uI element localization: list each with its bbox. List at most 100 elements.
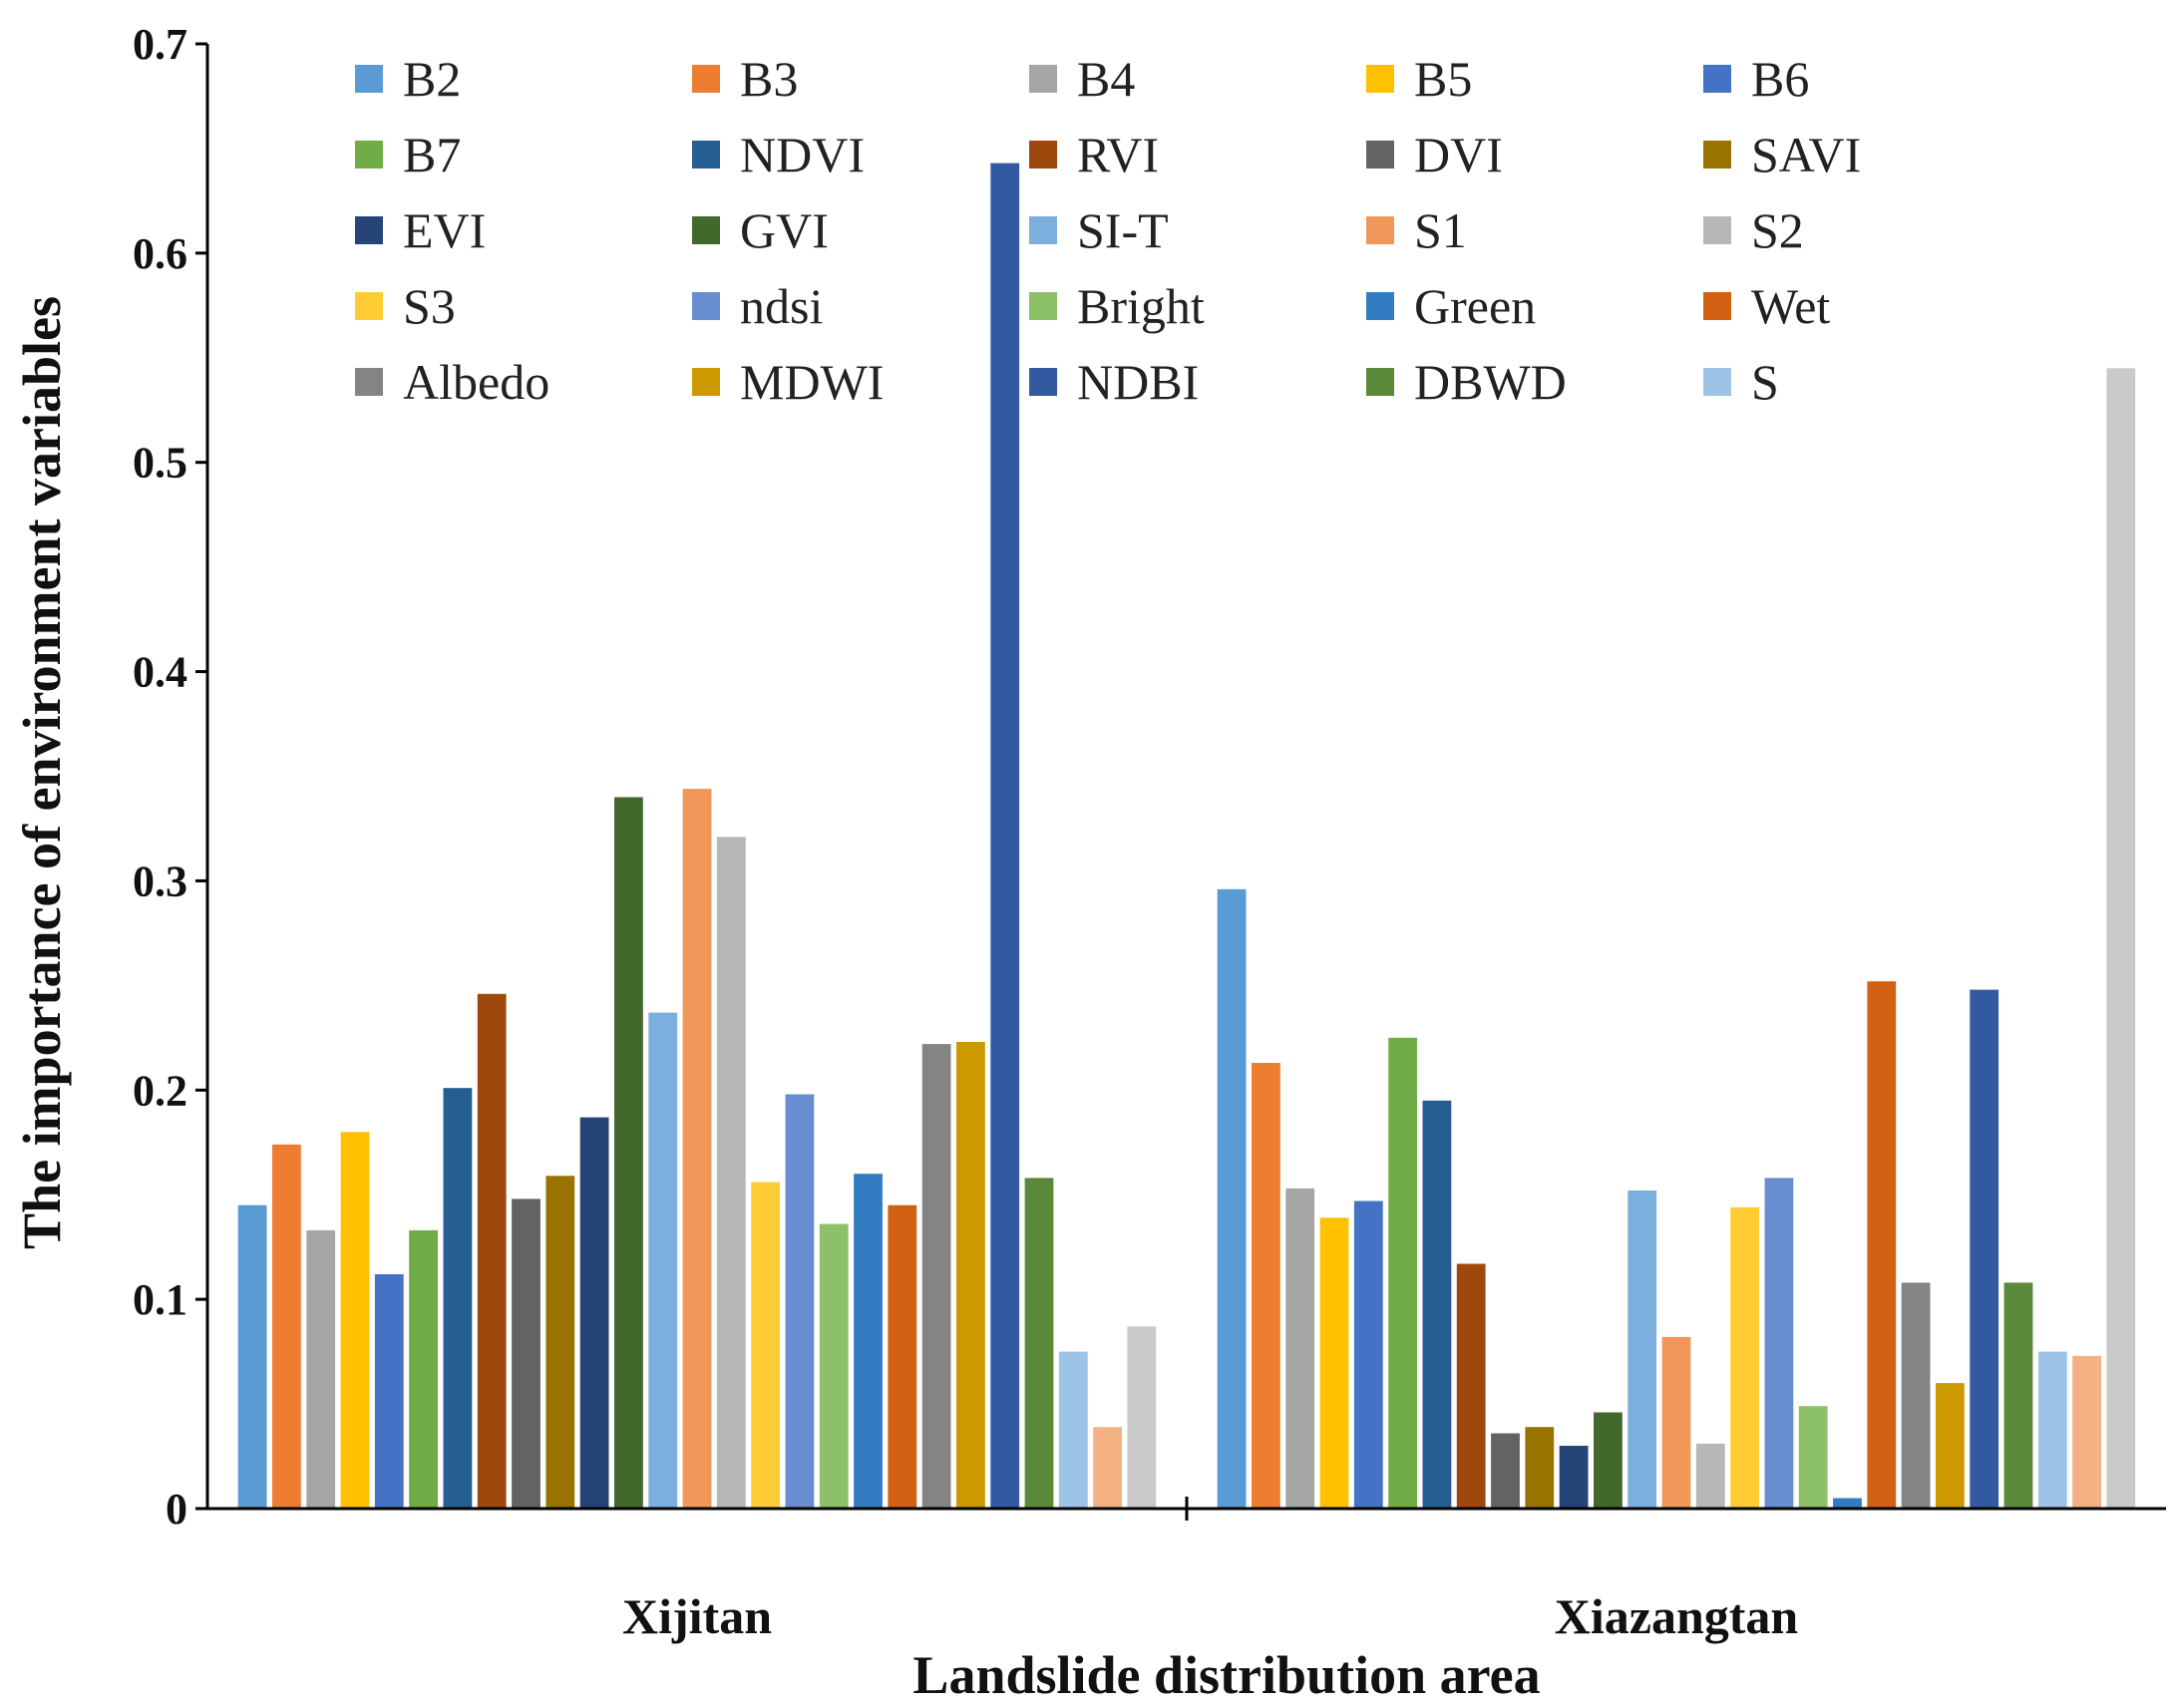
x-tick-label: Xiazangtan <box>1555 1588 1799 1644</box>
legend-label-b2: B2 <box>403 51 461 107</box>
legend: B2 B3 B4 B5 B6 B7 NDVI RVI DVI SAVI EVI GVI SI-T S1 S2… <box>355 51 1861 410</box>
y-tick-label: 0.3 <box>133 856 187 905</box>
legend-swatch-ndvi <box>692 141 720 169</box>
bar-evi-xiazangtan <box>1559 1446 1589 1509</box>
bar-s3-xijitan <box>751 1182 780 1509</box>
legend-label-gvi: GVI <box>740 202 829 258</box>
bar-s2-xijitan <box>716 837 746 1509</box>
axes-layer: 0 0.1 0.2 0.3 0.4 0.5 0.6 0.7 Xijitan Xiazangtan <box>133 20 2166 1644</box>
bar-series-26-xiazangtan <box>2072 1355 2101 1509</box>
legend-label-bright: Bright <box>1077 278 1205 334</box>
legend-label-si-t: SI-T <box>1077 202 1169 258</box>
legend-swatch-b4 <box>1029 65 1057 93</box>
legend-swatch-green <box>1366 292 1394 320</box>
legend-swatch-savi <box>1703 141 1731 169</box>
bar-b4-xiazangtan <box>1285 1188 1315 1509</box>
legend-label-b5: B5 <box>1414 51 1472 107</box>
legend-label-b7: B7 <box>403 127 461 182</box>
y-tick-label: 0.7 <box>133 20 187 69</box>
y-tick-label: 0 <box>166 1485 187 1534</box>
bars-layer <box>237 163 2136 1510</box>
bar-wet-xiazangtan <box>1867 981 1897 1509</box>
legend-label-b6: B6 <box>1751 51 1809 107</box>
legend-label-b3: B3 <box>740 51 798 107</box>
bar-s3-xiazangtan <box>1730 1206 1759 1509</box>
bar-si-t-xijitan <box>648 1012 678 1509</box>
bar-b3-xiazangtan <box>1252 1063 1280 1509</box>
legend-swatch-b5 <box>1366 65 1394 93</box>
bar-evi-xijitan <box>579 1117 609 1509</box>
legend-swatch-b2 <box>355 65 383 93</box>
y-tick-label: 0.5 <box>133 439 187 488</box>
legend-label-dvi: DVI <box>1414 127 1503 182</box>
bar-dvi-xijitan <box>512 1198 541 1509</box>
bar-ndbi-xijitan <box>990 163 1020 1510</box>
bar-b7-xiazangtan <box>1388 1037 1417 1509</box>
bar-b5-xiazangtan <box>1319 1217 1349 1509</box>
legend-swatch-gvi <box>692 216 720 244</box>
legend-label-ndvi: NDVI <box>740 127 865 182</box>
bar-mdwi-xijitan <box>956 1042 985 1509</box>
bar-s-xiazangtan <box>2037 1351 2067 1509</box>
legend-label-ndsi: ndsi <box>740 278 823 334</box>
legend-label-s: S <box>1751 354 1779 410</box>
bar-gvi-xijitan <box>614 797 643 1509</box>
legend-swatch-s <box>1703 368 1731 396</box>
legend-swatch-mdwi <box>692 368 720 396</box>
bar-green-xiazangtan <box>1833 1498 1862 1509</box>
bar-series-27-xiazangtan <box>2106 368 2136 1509</box>
y-tick-label: 0.1 <box>133 1275 187 1324</box>
legend-label-evi: EVI <box>403 202 486 258</box>
legend-label-ndbi: NDBI <box>1077 354 1199 410</box>
bar-green-xijitan <box>854 1174 883 1509</box>
legend-swatch-evi <box>355 216 383 244</box>
bar-gvi-xiazangtan <box>1594 1412 1623 1509</box>
legend-swatch-b6 <box>1703 65 1731 93</box>
legend-label-s2: S2 <box>1751 202 1804 258</box>
bar-dbwd-xiazangtan <box>2003 1282 2033 1509</box>
legend-label-dbwd: DBWD <box>1414 354 1567 410</box>
legend-swatch-rvi <box>1029 141 1057 169</box>
bar-s2-xiazangtan <box>1695 1443 1725 1509</box>
bar-albedo-xijitan <box>921 1044 951 1509</box>
bar-ndvi-xijitan <box>443 1088 473 1509</box>
y-tick-label: 0.2 <box>133 1066 187 1115</box>
y-axis-title: The importance of environment variables <box>12 296 72 1249</box>
bar-wet-xijitan <box>888 1204 917 1509</box>
legend-label-albedo: Albedo <box>403 354 549 410</box>
bar-savi-xiazangtan <box>1525 1427 1555 1509</box>
bar-b2-xijitan <box>237 1204 267 1509</box>
bar-savi-xijitan <box>545 1176 575 1509</box>
bar-bright-xiazangtan <box>1798 1406 1828 1509</box>
bar-ndsi-xijitan <box>785 1094 815 1509</box>
bar-b2-xiazangtan <box>1217 888 1247 1509</box>
bar-albedo-xiazangtan <box>1901 1282 1931 1509</box>
legend-swatch-b3 <box>692 65 720 93</box>
bar-series-26-xijitan <box>1093 1427 1122 1509</box>
bar-ndvi-xiazangtan <box>1422 1100 1452 1509</box>
legend-swatch-dbwd <box>1366 368 1394 396</box>
legend-swatch-dvi <box>1366 141 1394 169</box>
bar-s1-xijitan <box>682 789 712 1509</box>
legend-swatch-wet <box>1703 292 1731 320</box>
bar-b4-xijitan <box>306 1229 336 1509</box>
x-axis-title: Landslide distribution area <box>912 1645 1540 1705</box>
bar-b7-xijitan <box>409 1229 438 1509</box>
bar-b5-xijitan <box>340 1132 370 1509</box>
bar-bright-xijitan <box>819 1223 849 1509</box>
legend-swatch-s1 <box>1366 216 1394 244</box>
bar-ndbi-xiazangtan <box>1970 989 1999 1509</box>
legend-swatch-albedo <box>355 368 383 396</box>
legend-label-s1: S1 <box>1414 202 1467 258</box>
legend-swatch-b7 <box>355 141 383 169</box>
bar-ndsi-xiazangtan <box>1764 1178 1794 1509</box>
bar-series-27-xijitan <box>1127 1326 1157 1509</box>
legend-label-wet: Wet <box>1751 278 1830 334</box>
bar-b3-xijitan <box>272 1144 301 1509</box>
legend-swatch-si-t <box>1029 216 1057 244</box>
legend-swatch-s2 <box>1703 216 1731 244</box>
bar-b6-xijitan <box>374 1274 404 1509</box>
bar-mdwi-xiazangtan <box>1936 1383 1965 1509</box>
